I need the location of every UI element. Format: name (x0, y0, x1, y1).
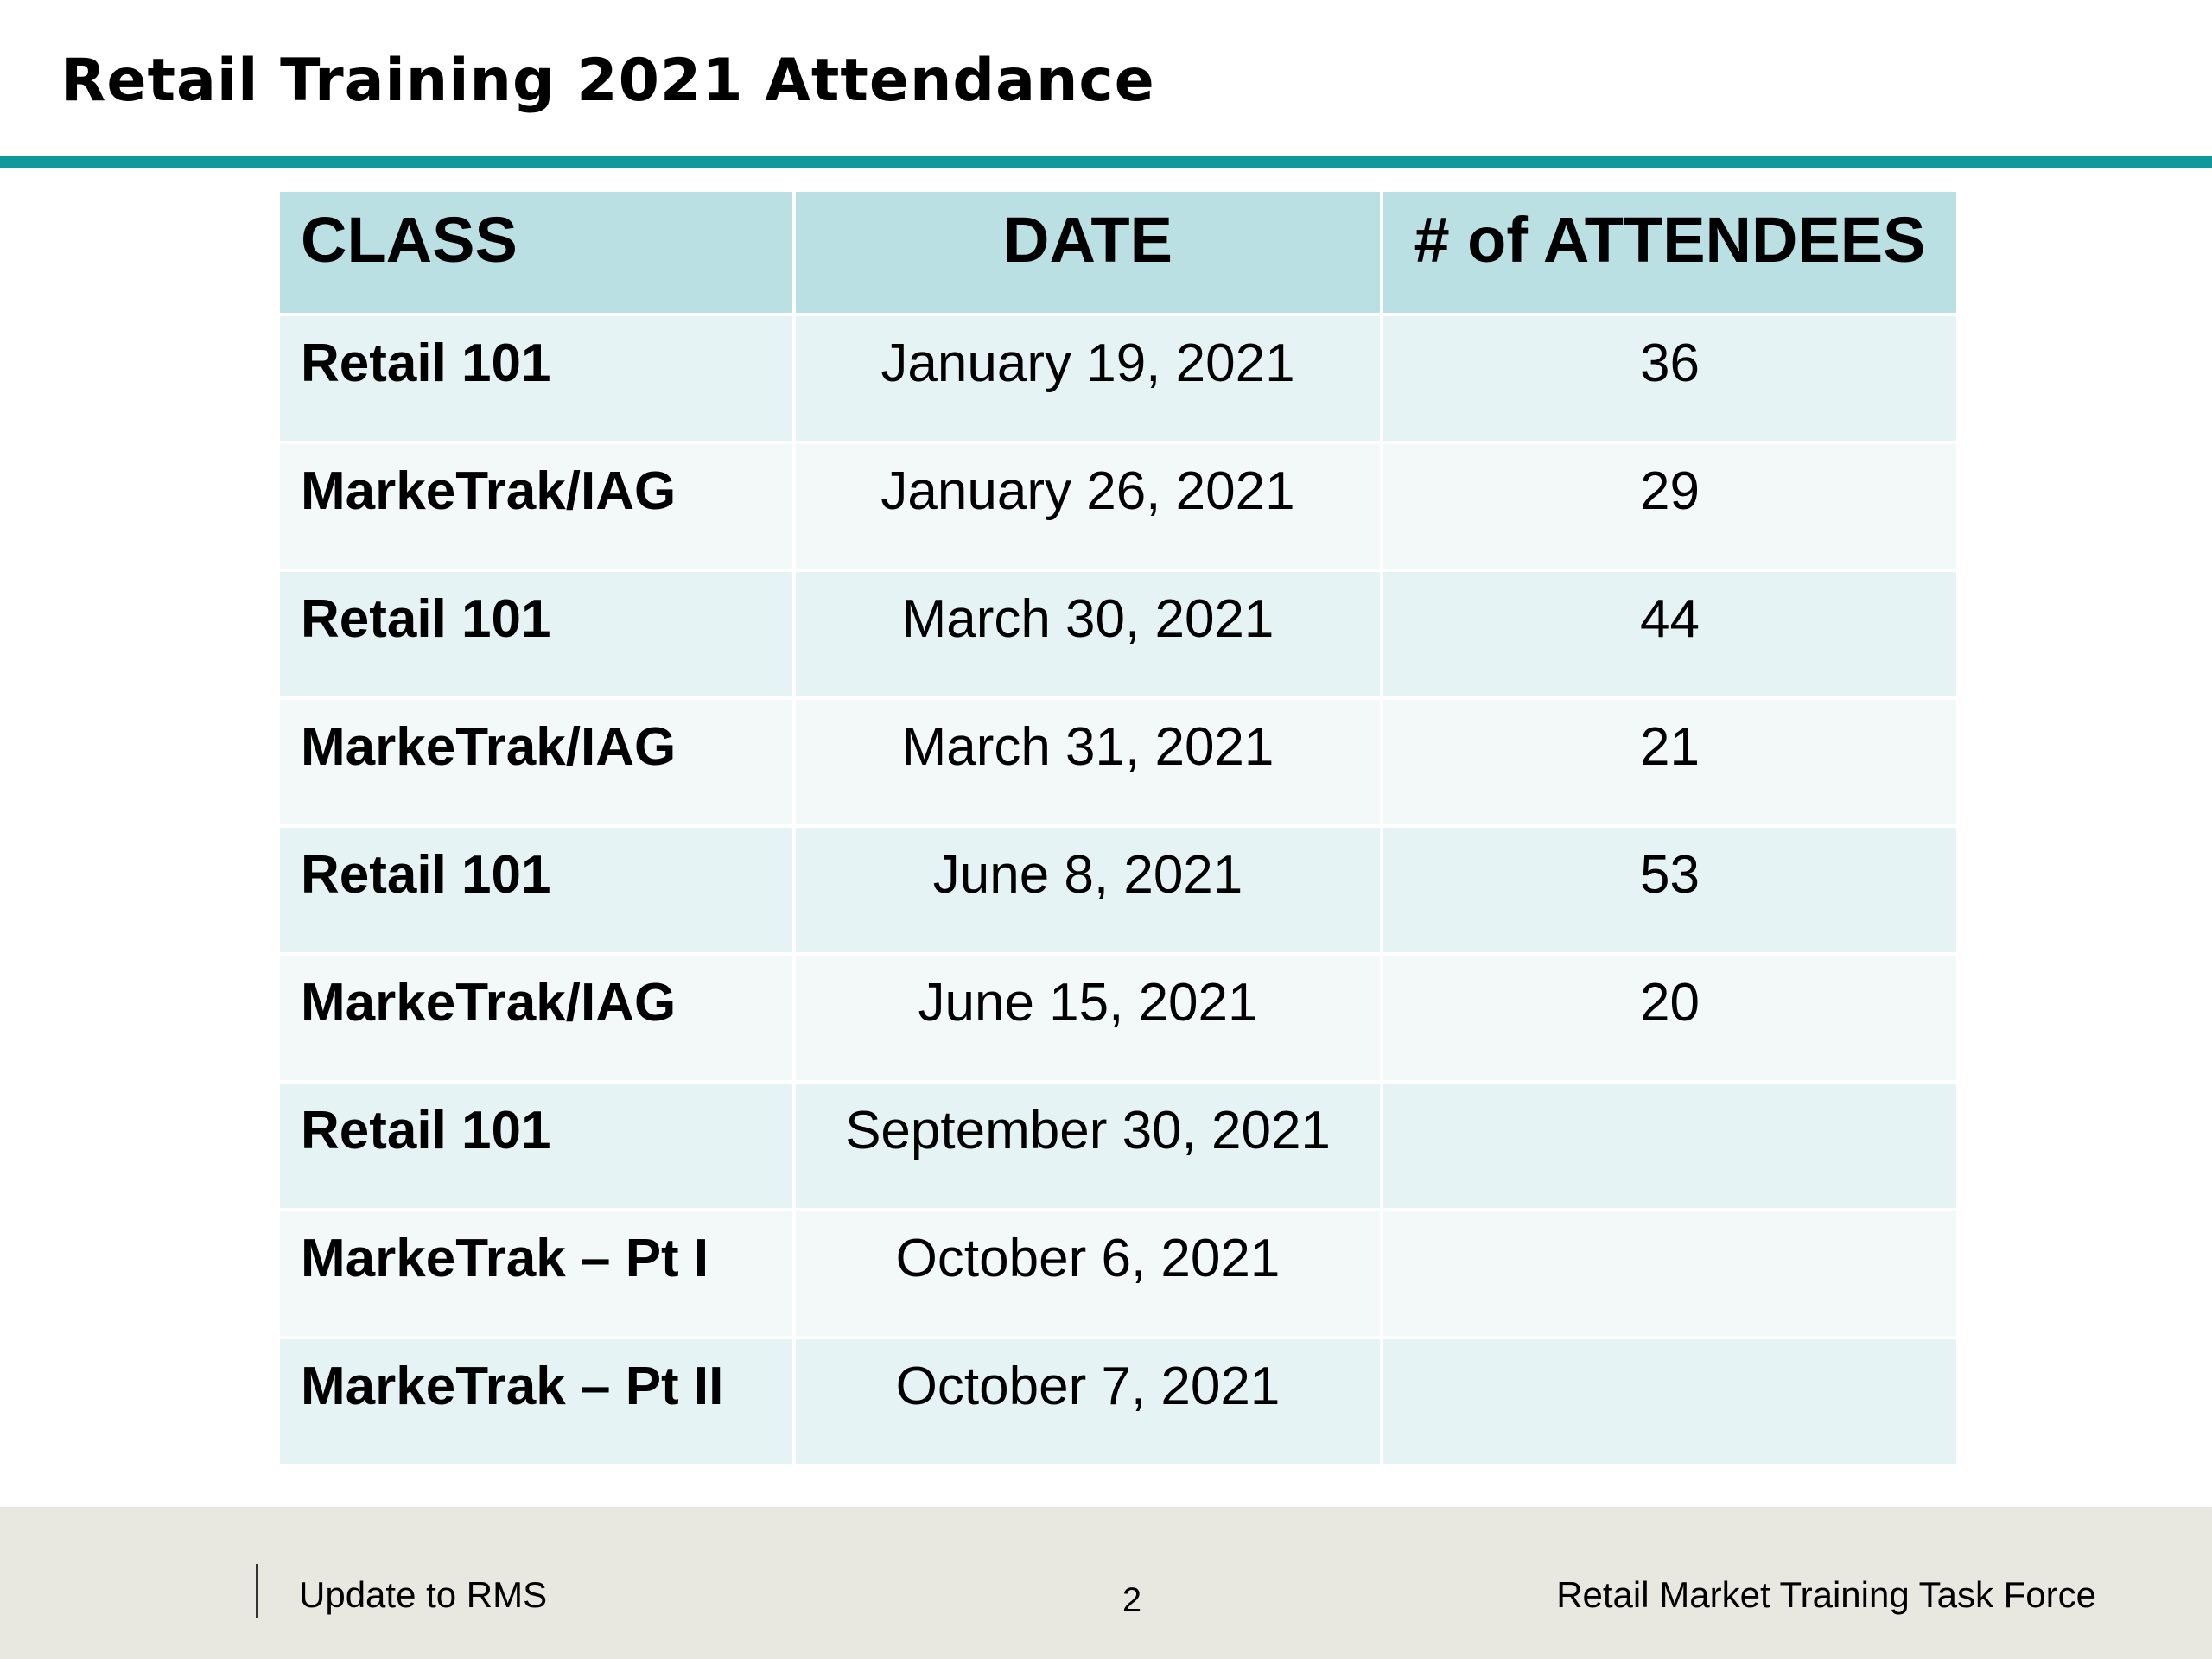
page-number: 2 (1122, 1581, 1142, 1619)
table-row: Retail 101 September 30, 2021 (280, 1084, 1956, 1208)
date-cell: March 30, 2021 (796, 572, 1380, 696)
slide-footer: Update to RMS 2 Retail Market Training T… (0, 1507, 2212, 1659)
date-cell: March 31, 2021 (796, 700, 1380, 824)
column-header-date: DATE (796, 192, 1380, 313)
attendees-cell (1383, 1084, 1956, 1208)
attendees-cell: 36 (1383, 316, 1956, 441)
table-row: Retail 101 January 19, 2021 36 (280, 316, 1956, 441)
column-header-class: CLASS (280, 192, 792, 313)
attendees-cell: 44 (1383, 572, 1956, 696)
class-cell: Retail 101 (280, 316, 792, 441)
date-cell: September 30, 2021 (796, 1084, 1380, 1208)
class-cell: Retail 101 (280, 828, 792, 952)
attendees-cell: 21 (1383, 700, 1956, 824)
footer-divider (256, 1564, 258, 1618)
date-cell: January 26, 2021 (796, 444, 1380, 569)
date-cell: October 6, 2021 (796, 1211, 1380, 1336)
class-cell: MarkeTrak/IAG (280, 444, 792, 569)
footer-presentation-label: Update to RMS (299, 1574, 548, 1615)
date-cell: June 15, 2021 (796, 956, 1380, 1080)
table-row: MarkeTrak – Pt II October 7, 2021 (280, 1339, 1956, 1464)
column-header-attendees: # of ATTENDEES (1383, 192, 1956, 313)
slide-title: Retail Training 2021 Attendance (60, 47, 1155, 115)
class-cell: MarkeTrak/IAG (280, 700, 792, 824)
class-cell: MarkeTrak – Pt II (280, 1339, 792, 1464)
table-row: MarkeTrak/IAG March 31, 2021 21 (280, 700, 1956, 824)
table-row: Retail 101 June 8, 2021 53 (280, 828, 1956, 952)
table-header-row: CLASS DATE # of ATTENDEES (280, 192, 1956, 313)
class-cell: Retail 101 (280, 1084, 792, 1208)
attendees-cell: 53 (1383, 828, 1956, 952)
date-cell: January 19, 2021 (796, 316, 1380, 441)
table-row: MarkeTrak/IAG June 15, 2021 20 (280, 956, 1956, 1080)
class-cell: MarkeTrak/IAG (280, 956, 792, 1080)
footer-organization-label: Retail Market Training Task Force (1556, 1574, 2096, 1615)
attendees-cell (1383, 1339, 1956, 1464)
attendees-cell: 29 (1383, 444, 1956, 569)
attendance-table-container: CLASS DATE # of ATTENDEES Retail 101 Jan… (276, 188, 1956, 1467)
date-cell: October 7, 2021 (796, 1339, 1380, 1464)
title-divider (0, 156, 2212, 168)
date-cell: June 8, 2021 (796, 828, 1380, 952)
class-cell: Retail 101 (280, 572, 792, 696)
attendance-table: CLASS DATE # of ATTENDEES Retail 101 Jan… (276, 188, 1960, 1467)
attendees-cell: 20 (1383, 956, 1956, 1080)
table-row: MarkeTrak – Pt I October 6, 2021 (280, 1211, 1956, 1336)
attendees-cell (1383, 1211, 1956, 1336)
class-cell: MarkeTrak – Pt I (280, 1211, 792, 1336)
table-row: MarkeTrak/IAG January 26, 2021 29 (280, 444, 1956, 569)
table-row: Retail 101 March 30, 2021 44 (280, 572, 1956, 696)
